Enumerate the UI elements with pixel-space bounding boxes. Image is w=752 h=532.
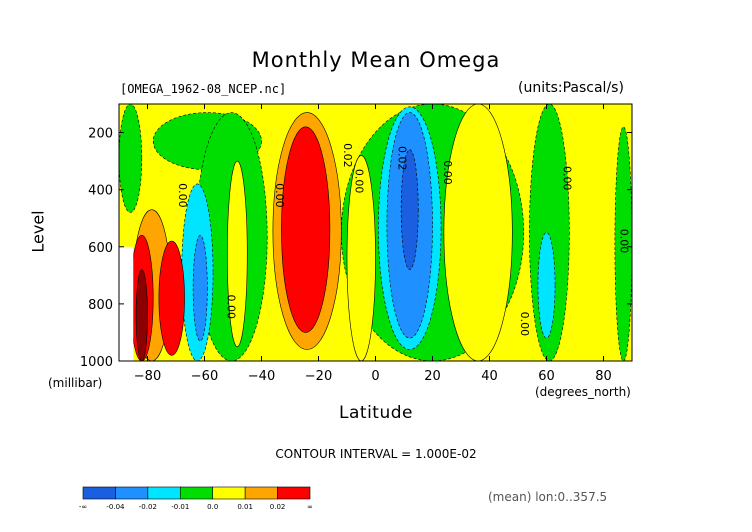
dataset-label: [OMEGA_1962-08_NCEP.nc] [120, 82, 287, 96]
colorbar-swatch [212, 486, 246, 500]
contour-label: 0.00 [353, 169, 366, 194]
y-tick-label: 800 [88, 298, 113, 313]
x-axis-label: Latitude [339, 403, 413, 423]
colorbar-label: -0.04 [106, 503, 125, 511]
contour-label: 0.02 [395, 146, 408, 171]
y-tick-label: 400 [88, 184, 113, 199]
contour-region [281, 126, 331, 333]
contour-label: 0.00 [618, 229, 631, 254]
x-tick-label: 20 [424, 369, 441, 384]
chart-title: Monthly Mean Omega [251, 48, 501, 72]
colorbar-swatch [277, 486, 311, 500]
contour-region [226, 160, 248, 348]
contour-label: 0.00 [176, 183, 189, 208]
missing-data-region [119, 246, 134, 361]
colorbar-swatch [115, 486, 149, 500]
contour-region [119, 104, 143, 213]
contour-region [614, 126, 632, 361]
units-label: (units:Pascal/s) [518, 80, 624, 96]
colorbar-label: 0.01 [237, 503, 253, 511]
contour-region [537, 232, 556, 339]
contour-region [443, 104, 513, 361]
contour-label: 0.00 [518, 312, 531, 337]
contour-label: 0.00 [441, 160, 454, 185]
contour-label: 0.00 [224, 294, 237, 319]
x-tick-label: −60 [191, 369, 218, 384]
x-tick-label: 80 [595, 369, 612, 384]
contour-label-layer: 0.000.000.000.020.000.020.000.000.000.00 [176, 143, 631, 336]
colorbar-swatch [179, 486, 214, 500]
y-tick-label: 600 [88, 241, 113, 256]
y-tick-label: 1000 [80, 355, 113, 370]
x-tick-label: 60 [538, 369, 555, 384]
colorbar-label: ∞ [307, 503, 313, 511]
y-axis-unit: (millibar) [48, 376, 103, 390]
x-tick-label: −20 [305, 369, 332, 384]
x-tick-label: −80 [134, 369, 161, 384]
x-tick-label: 0 [371, 369, 379, 384]
contour-region [192, 235, 208, 342]
colorbar-label: -∞ [79, 503, 87, 511]
colorbar-label: 0.02 [270, 503, 286, 511]
contour-region [346, 155, 376, 361]
y-axis-label: Level [28, 210, 48, 253]
x-tick-label: 40 [481, 369, 498, 384]
x-tick-label: −40 [248, 369, 275, 384]
colorbar-swatch [244, 486, 278, 500]
colorbar-swatch [147, 486, 181, 500]
averaging-note: (mean) lon:0..357.5 [488, 490, 608, 504]
contour-interval-label: CONTOUR INTERVAL = 1.000E-02 [275, 447, 477, 461]
colorbar: -∞ -0.04 -0.02 -0.01 0.0 0.01 0.02 ∞ [79, 486, 313, 511]
x-axis-unit: (degrees_north) [535, 385, 631, 399]
axes: −80 −60 −40 −20 0 20 40 60 80 200 400 600 800 1000 [80, 103, 633, 384]
contour-label: 0.02 [341, 143, 354, 168]
contour-region [158, 240, 185, 356]
contour-region [400, 149, 419, 270]
colorbar-label: -0.02 [139, 503, 157, 511]
colorbar-swatch [82, 486, 116, 500]
contour-region [135, 269, 148, 361]
colorbar-label: -0.01 [171, 503, 189, 511]
y-tick-label: 200 [88, 127, 113, 142]
colorbar-label: 0.0 [207, 503, 218, 511]
contour-fill-layer [119, 104, 632, 361]
contour-label: 0.00 [561, 166, 574, 191]
contour-label: 0.00 [273, 183, 286, 208]
